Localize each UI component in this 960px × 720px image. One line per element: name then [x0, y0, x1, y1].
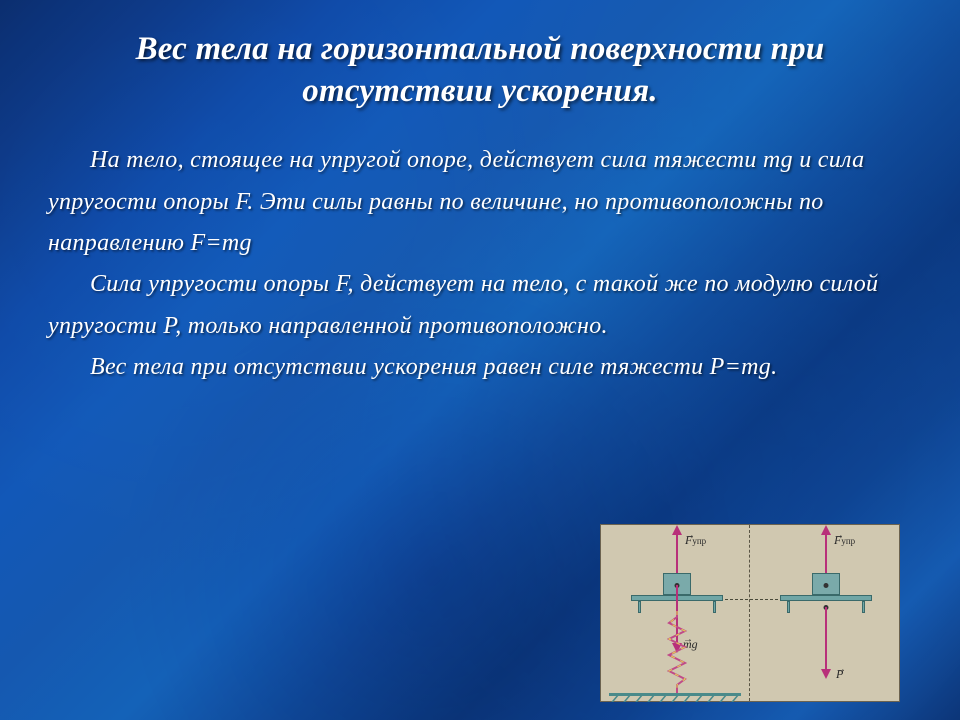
ground-hatches-left: [609, 693, 741, 703]
label-f-upr-right: → Fупр: [834, 533, 855, 548]
paragraph-1: На тело, стоящее на упругой опоре, дейст…: [48, 140, 912, 264]
label-f-upr-left: → Fупр: [685, 533, 706, 548]
center-dot-right: [824, 583, 829, 588]
slide-title: Вес тела на горизонтальной поверхности п…: [48, 28, 912, 112]
figure-left-panel: → Fупр → mg: [601, 525, 750, 701]
body-box-right: [812, 573, 840, 595]
paragraph-3: Вес тела при отсутствии ускорения равен …: [48, 347, 912, 388]
physics-figure: → Fупр → mg: [600, 524, 900, 702]
paragraph-2: Сила упругости опоры F, действует на тел…: [48, 264, 912, 347]
platform-right: [780, 595, 872, 601]
figure-right-panel: → Fупр → P: [750, 525, 899, 701]
slide-container: Вес тела на горизонтальной поверхности п…: [0, 0, 960, 720]
label-p-right: → P: [836, 667, 843, 682]
spring-icon: [667, 611, 687, 693]
slide-body: На тело, стоящее на упругой опоре, дейст…: [48, 140, 912, 388]
